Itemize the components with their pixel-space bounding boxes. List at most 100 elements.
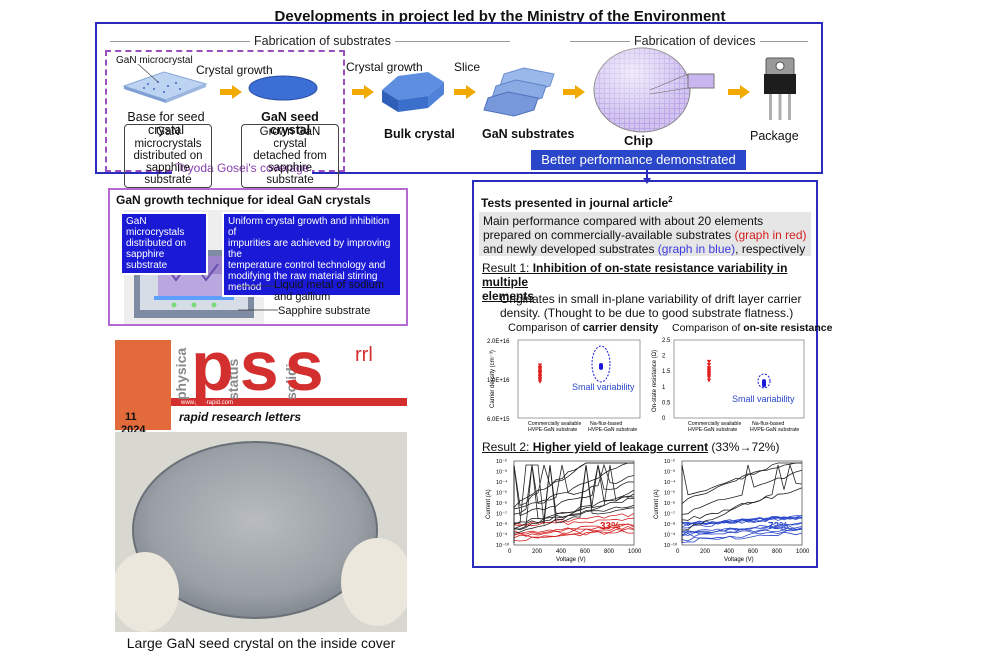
seed-desc-line: sapphire substrate	[266, 162, 314, 186]
cmp2-prefix: Comparison of	[672, 322, 744, 334]
better-performance-banner: Better performance demonstrated	[531, 150, 746, 170]
iv-curve	[513, 528, 635, 543]
gan-substrates-label: GaN substrates	[482, 127, 575, 141]
note-line: temperature control technology and	[228, 260, 386, 271]
note-microcrystals: GaN microcrystals distributed on sapphir…	[120, 212, 208, 275]
y-tick-label: 0.5	[662, 400, 671, 406]
result2-prefix: Result 2:	[482, 440, 533, 454]
tests-title-text: Tests presented in journal article	[481, 196, 669, 210]
y-tick-label: 2	[662, 354, 666, 360]
crystal-photo	[115, 432, 407, 632]
plot-frame	[517, 339, 641, 419]
y-tick-label: 6.0E+15	[487, 417, 510, 423]
cover-caption: Large GaN seed crystal on the inside cov…	[126, 635, 396, 651]
x-tick-label: 400	[556, 549, 567, 555]
y-tick-label: 10⁻⁷	[664, 511, 675, 518]
data-point	[537, 365, 543, 370]
journal-cover: www.pss-rapid.com physica status solidi …	[115, 340, 407, 632]
y-axis-label: Current (A)	[486, 489, 492, 519]
carrier-density-chart: Carrier density (cm⁻³) 2.0E+16 1.0E+16 6…	[487, 339, 641, 433]
y-tick-label: 10⁻³	[664, 470, 675, 476]
gan-crystal-wafer-image	[115, 432, 407, 632]
data-point	[537, 363, 543, 368]
y-tick-label: 1.5	[662, 369, 671, 375]
base-desc-line: sapphire substrate	[144, 162, 192, 186]
crystal-growth-label-1: Crystal growth	[196, 63, 273, 77]
cmp1-heading: Comparison of carrier density	[508, 322, 658, 334]
seed-title: GaN seed crystal	[261, 110, 319, 137]
y-tick-label: 1	[662, 385, 666, 391]
x-tick-label: 0	[508, 549, 512, 555]
result1: Result 1: Inhibition of on-state resista…	[482, 261, 816, 303]
data-point	[599, 362, 603, 367]
y-tick-label: 10⁻⁴	[496, 479, 508, 486]
result2-bold: Higher yield of leakage current	[532, 440, 709, 454]
liquid-metal-label: Liquid metal of sodium and gallium	[274, 279, 384, 303]
summary-line: prepared on commercially-available subst…	[483, 228, 807, 242]
yield-annotation: 33%	[600, 521, 620, 532]
crystal-growth-label-2: Crystal growth	[346, 60, 423, 74]
result1-desc-line: density. (Thought to be due to good subs…	[500, 306, 794, 320]
x-category-label: HVPE-GaN substrate	[750, 427, 799, 433]
result1-text: Inhibition of on-state resistance variab…	[482, 261, 788, 289]
tests-box	[472, 180, 818, 568]
y-tick-label: 10⁻¹⁰	[664, 542, 678, 549]
iv-curve	[681, 487, 803, 543]
base-title: Base for seed crystal	[127, 110, 205, 137]
x-category-label: HVPE-GaN substrate	[528, 427, 577, 433]
x-tick-label: 600	[748, 549, 759, 555]
note-line: Uniform crystal growth and inhibition of	[228, 216, 390, 238]
x-tick-label: 0	[676, 549, 680, 555]
result2: Result 2: Higher yield of leakage curren…	[482, 440, 779, 454]
iv-curve	[513, 513, 635, 543]
fab-devices-label: Fabrication of devices	[630, 34, 760, 48]
summary-blue: (graph in blue)	[657, 242, 736, 256]
note-line: sapphire substrate	[126, 249, 168, 271]
data-point	[706, 378, 712, 383]
x-axis-label: Voltage (V)	[724, 557, 754, 563]
y-tick-label: 10⁻¹⁰	[496, 542, 510, 549]
data-point	[706, 366, 712, 371]
leakage-current-chart-red: Current (A) 10⁻² 10⁻³ 10⁻⁴ 10⁻⁵ 10⁻⁶ 10⁻⁷ 10⁻⁸ 1…	[486, 459, 642, 563]
y-tick-label: 10⁻³	[496, 470, 507, 476]
bulk-crystal-image	[382, 72, 444, 112]
data-point	[762, 379, 766, 384]
liquid-line: Liquid metal of sodium	[274, 279, 385, 291]
technique-title: GaN growth technique for ideal GaN cryst…	[116, 193, 371, 207]
y-tick-label: 10⁻⁶	[496, 500, 507, 507]
on-state-resistance-chart: On-state resistance (Ω) 2.5 2 1.5 1 0.5 0 Sma…	[652, 338, 805, 433]
tests-title: Tests presented in journal article2	[481, 195, 673, 210]
cmp1-bold: carrier density	[582, 322, 659, 334]
y-tick-label: 2.0E+16	[487, 339, 510, 345]
gan-microcrystal-label: GaN microcrystal	[116, 55, 193, 66]
y-axis-label: Carrier density (cm⁻³)	[490, 350, 496, 408]
cover-url: www.pss-rapid.com	[181, 400, 234, 406]
note-line: GaN microcrystals	[126, 216, 185, 238]
iv-curve	[681, 516, 803, 543]
seed-desc-line: Grown GaN crystal	[259, 126, 321, 150]
result2-suffix: (33%→72%)	[708, 440, 780, 454]
x-tick-label: 200	[700, 549, 711, 555]
tests-title-sup: 2	[668, 195, 673, 204]
note-line: impurities are achieved by improving the	[228, 238, 391, 260]
y-tick-label: 10⁻⁶	[664, 500, 675, 507]
liquid-line: and gallium	[274, 291, 331, 303]
result1-description: Originates in small in-plane variability…	[500, 292, 801, 320]
data-point	[706, 359, 712, 364]
y-axis-label: Current (A)	[654, 489, 660, 519]
variability-ellipse	[591, 345, 611, 383]
callout-lines	[238, 285, 278, 311]
cover-issue-block	[115, 406, 171, 430]
x-tick-label: 400	[724, 549, 735, 555]
seed-description: Grown GaN crystal detached from sapphire…	[241, 124, 339, 188]
toyoda-label: Toyoda Gosei's coverage	[172, 161, 313, 175]
package-label: Package	[750, 129, 799, 143]
cover-title-area	[171, 340, 407, 402]
arrow-right-icon	[220, 85, 242, 99]
cover-pss-logo: pss	[191, 340, 330, 405]
cover-meta	[117, 344, 157, 350]
base-desc-line: distributed on	[133, 150, 203, 162]
data-point	[706, 362, 712, 367]
chip-label: Chip	[624, 133, 653, 148]
technique-box	[108, 188, 408, 326]
